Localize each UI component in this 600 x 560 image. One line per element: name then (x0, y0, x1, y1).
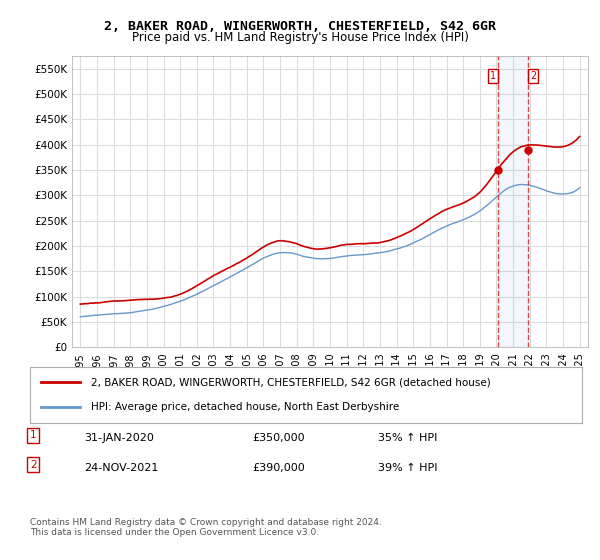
Text: 1: 1 (30, 431, 37, 441)
Text: 1: 1 (490, 71, 496, 81)
Text: 24-NOV-2021: 24-NOV-2021 (84, 463, 158, 473)
Text: 2, BAKER ROAD, WINGERWORTH, CHESTERFIELD, S42 6GR (detached house): 2, BAKER ROAD, WINGERWORTH, CHESTERFIELD… (91, 377, 490, 388)
Bar (498, 56, 528, 347)
Text: Contains HM Land Registry data © Crown copyright and database right 2024.
This d: Contains HM Land Registry data © Crown c… (30, 518, 382, 538)
Text: 35% ↑ HPI: 35% ↑ HPI (378, 433, 437, 444)
Text: 39% ↑ HPI: 39% ↑ HPI (378, 463, 437, 473)
Text: £350,000: £350,000 (252, 433, 305, 444)
Text: HPI: Average price, detached house, North East Derbyshire: HPI: Average price, detached house, Nort… (91, 402, 399, 412)
Text: 2: 2 (30, 460, 37, 470)
Text: Price paid vs. HM Land Registry's House Price Index (HPI): Price paid vs. HM Land Registry's House … (131, 31, 469, 44)
Text: 31-JAN-2020: 31-JAN-2020 (84, 433, 154, 444)
Text: £390,000: £390,000 (252, 463, 305, 473)
Text: 2: 2 (530, 71, 536, 81)
Text: 2, BAKER ROAD, WINGERWORTH, CHESTERFIELD, S42 6GR: 2, BAKER ROAD, WINGERWORTH, CHESTERFIELD… (104, 20, 496, 32)
